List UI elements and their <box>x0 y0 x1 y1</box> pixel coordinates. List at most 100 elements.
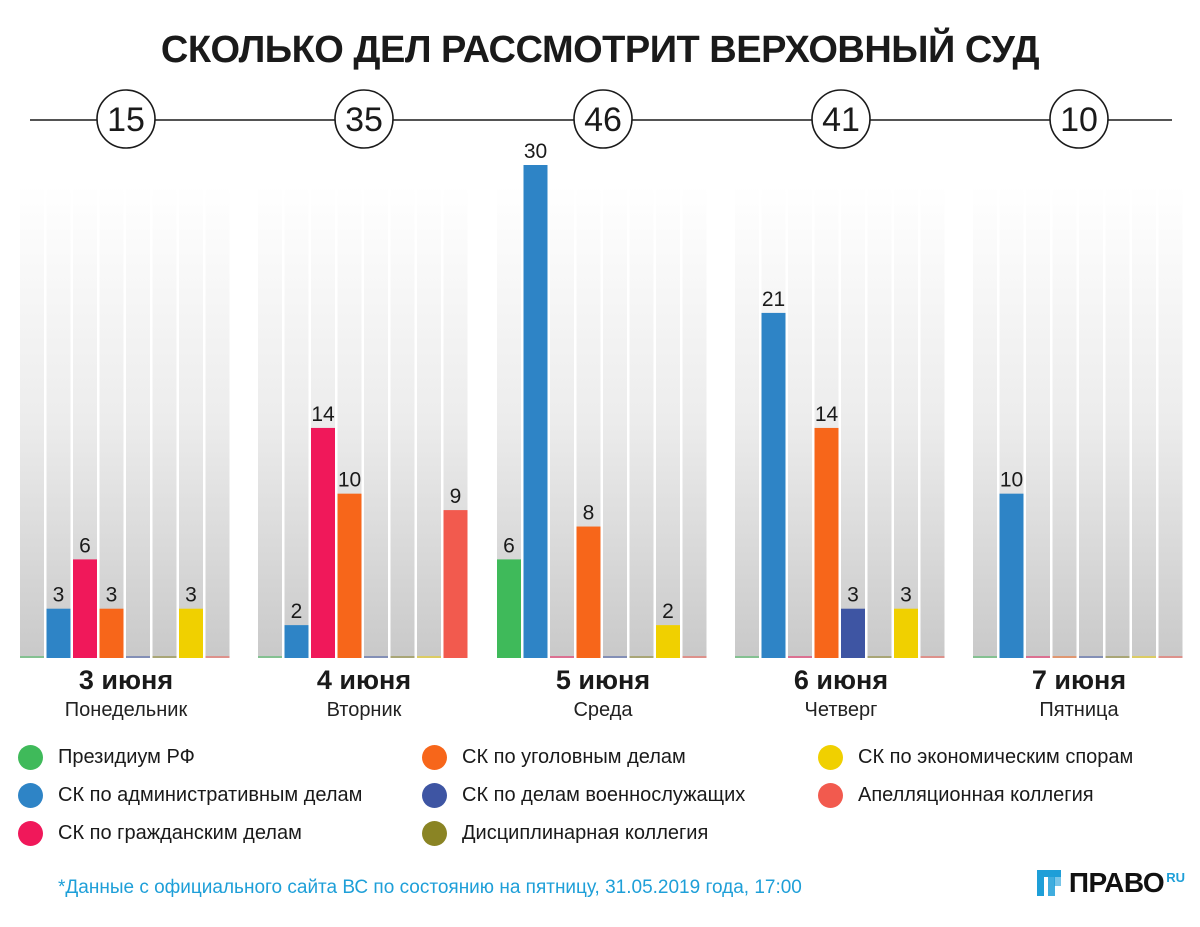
value-label: 30 <box>524 140 547 163</box>
legend-item: СК по делам военнослужащих <box>422 783 745 808</box>
baseline-tick <box>973 656 997 658</box>
baseline-tick <box>126 656 150 658</box>
bg-column <box>179 185 203 658</box>
bg-column <box>364 185 388 658</box>
baseline-tick <box>417 656 441 658</box>
bg-column <box>550 185 574 658</box>
bar <box>497 559 521 658</box>
bg-column <box>1132 185 1156 658</box>
legend-item: Президиум РФ <box>18 745 195 770</box>
legend-item: СК по административным делам <box>18 783 362 808</box>
value-label: 2 <box>291 600 303 623</box>
logo-text: ПРАВО <box>1068 867 1165 898</box>
legend-item: Дисциплинарная коллегия <box>422 821 708 846</box>
bg-column <box>1079 185 1103 658</box>
legend-dot-icon <box>18 821 43 846</box>
baseline-tick <box>603 656 627 658</box>
legend-item: СК по уголовным делам <box>422 745 686 770</box>
footnote: *Данные с официального сайта ВС по состо… <box>58 877 802 898</box>
bg-column <box>258 185 282 658</box>
bg-column <box>788 185 812 658</box>
bg-column <box>1105 185 1130 658</box>
bar <box>46 608 71 658</box>
value-label: 3 <box>847 584 859 607</box>
bg-column <box>973 185 997 658</box>
baseline-tick <box>629 656 654 658</box>
logo-mark-icon <box>1036 868 1063 898</box>
legend-dot-icon <box>818 745 843 770</box>
total-value: 35 <box>345 101 383 139</box>
bg-column <box>205 185 230 658</box>
bar <box>841 608 865 658</box>
value-label: 6 <box>79 534 91 557</box>
legend-dot-icon <box>18 783 43 808</box>
value-labels: 3 6 3 3 2 14 10 9 6 30 8 2 21 14 3 3 10 <box>53 140 1024 623</box>
baseline-tick <box>682 656 707 658</box>
legend-dot-icon <box>18 745 43 770</box>
legend-label: Апелляционная коллегия <box>858 784 1094 806</box>
baseline-tick <box>788 656 812 658</box>
bars <box>46 165 1024 658</box>
day-totals: 15 35 46 41 10 <box>96 89 1109 149</box>
total-circle <box>811 89 871 149</box>
logo: ПРАВО RU <box>1036 867 1185 898</box>
value-label: 9 <box>450 485 462 508</box>
bg-column <box>390 185 415 658</box>
bg-column <box>284 185 309 658</box>
legend-item: СК по экономическим спорам <box>818 745 1133 770</box>
bar <box>443 510 468 658</box>
bar <box>73 559 97 658</box>
bg-column <box>841 185 865 658</box>
bg-column <box>656 185 680 658</box>
total-value: 10 <box>1060 101 1098 139</box>
value-label: 2 <box>662 600 674 623</box>
total-value: 46 <box>584 101 622 139</box>
baseline-tick <box>1079 656 1103 658</box>
bg-column <box>603 185 627 658</box>
bg-column <box>126 185 150 658</box>
value-label: 14 <box>311 403 335 426</box>
bg-column <box>629 185 654 658</box>
bg-column <box>920 185 945 658</box>
day-labels: 3 июня Понедельник 4 июня Вторник 5 июня Сред… <box>65 665 1126 721</box>
baseline-tick <box>152 656 177 658</box>
total-circle <box>1049 89 1109 149</box>
day-weekday: Среда <box>573 699 633 721</box>
value-label: 21 <box>762 288 785 311</box>
baseline-tick <box>1132 656 1156 658</box>
chart-title: СКОЛЬКО ДЕЛ РАССМОТРИТ ВЕРХОВНЫЙ СУД <box>161 26 1040 71</box>
baseline-tick <box>20 656 44 658</box>
baseline-tick <box>867 656 892 658</box>
value-label: 3 <box>900 584 912 607</box>
value-label: 10 <box>338 469 361 492</box>
total-circle <box>96 89 156 149</box>
total-circle <box>573 89 633 149</box>
legend-dot-icon <box>422 821 447 846</box>
legend-item: СК по гражданским делам <box>18 821 302 846</box>
bg-column <box>682 185 707 658</box>
legend-dot-icon <box>422 783 447 808</box>
bg-column <box>99 185 124 658</box>
baseline-tick <box>920 656 945 658</box>
value-label: 3 <box>53 584 65 607</box>
bar <box>99 608 124 658</box>
bg-column <box>20 185 44 658</box>
baseline-tick <box>1052 656 1077 658</box>
bar <box>284 625 309 658</box>
total-value: 41 <box>822 101 860 139</box>
logo-suffix: RU <box>1166 870 1185 885</box>
baseline-tick <box>735 656 759 658</box>
bar <box>179 608 203 658</box>
value-label: 3 <box>106 584 118 607</box>
day-weekday: Четверг <box>805 699 878 721</box>
baseline-tick <box>205 656 230 658</box>
legend-label: СК по гражданским делам <box>58 822 302 844</box>
value-label: 14 <box>815 403 839 426</box>
bg-column <box>867 185 892 658</box>
value-label: 10 <box>1000 469 1023 492</box>
baseline-tick <box>1158 656 1183 658</box>
bg-column <box>46 185 71 658</box>
value-label: 3 <box>185 584 197 607</box>
day-date: 6 июня <box>794 665 888 695</box>
day-date: 4 июня <box>317 665 411 695</box>
